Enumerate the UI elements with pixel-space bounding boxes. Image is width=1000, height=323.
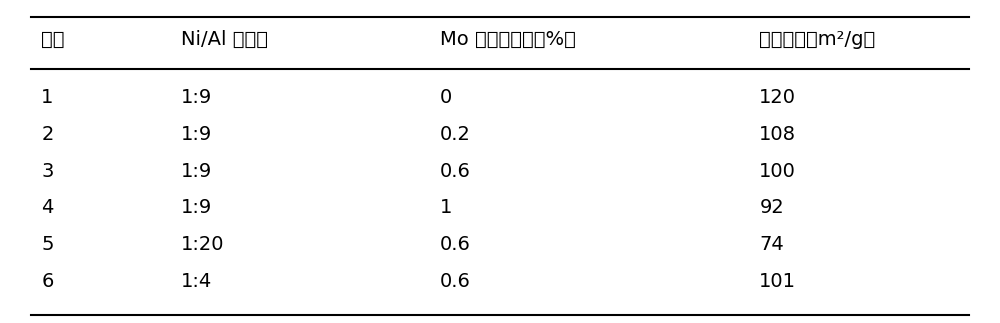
Text: 1:4: 1:4 [181,272,212,291]
Text: Mo 占总原子比（%）: Mo 占总原子比（%） [440,30,576,49]
Text: 序号: 序号 [41,30,65,49]
Text: 2: 2 [41,125,54,144]
Text: 1: 1 [41,88,54,107]
Text: 0.2: 0.2 [440,125,471,144]
Text: 0.6: 0.6 [440,162,471,181]
Text: 0.6: 0.6 [440,235,471,254]
Text: 3: 3 [41,162,54,181]
Text: 5: 5 [41,235,54,254]
Text: Ni/Al 原子比: Ni/Al 原子比 [181,30,268,49]
Text: 1:9: 1:9 [181,125,212,144]
Text: 1:20: 1:20 [181,235,224,254]
Text: 100: 100 [759,162,796,181]
Text: 1:9: 1:9 [181,162,212,181]
Text: 120: 120 [759,88,796,107]
Text: 0.6: 0.6 [440,272,471,291]
Text: 1:9: 1:9 [181,88,212,107]
Text: 6: 6 [41,272,54,291]
Text: 1: 1 [440,198,453,217]
Text: 108: 108 [759,125,796,144]
Text: 1:9: 1:9 [181,198,212,217]
Text: 比表面积（m²/g）: 比表面积（m²/g） [759,30,876,49]
Text: 74: 74 [759,235,784,254]
Text: 0: 0 [440,88,452,107]
Text: 101: 101 [759,272,796,291]
Text: 4: 4 [41,198,54,217]
Text: 92: 92 [759,198,784,217]
